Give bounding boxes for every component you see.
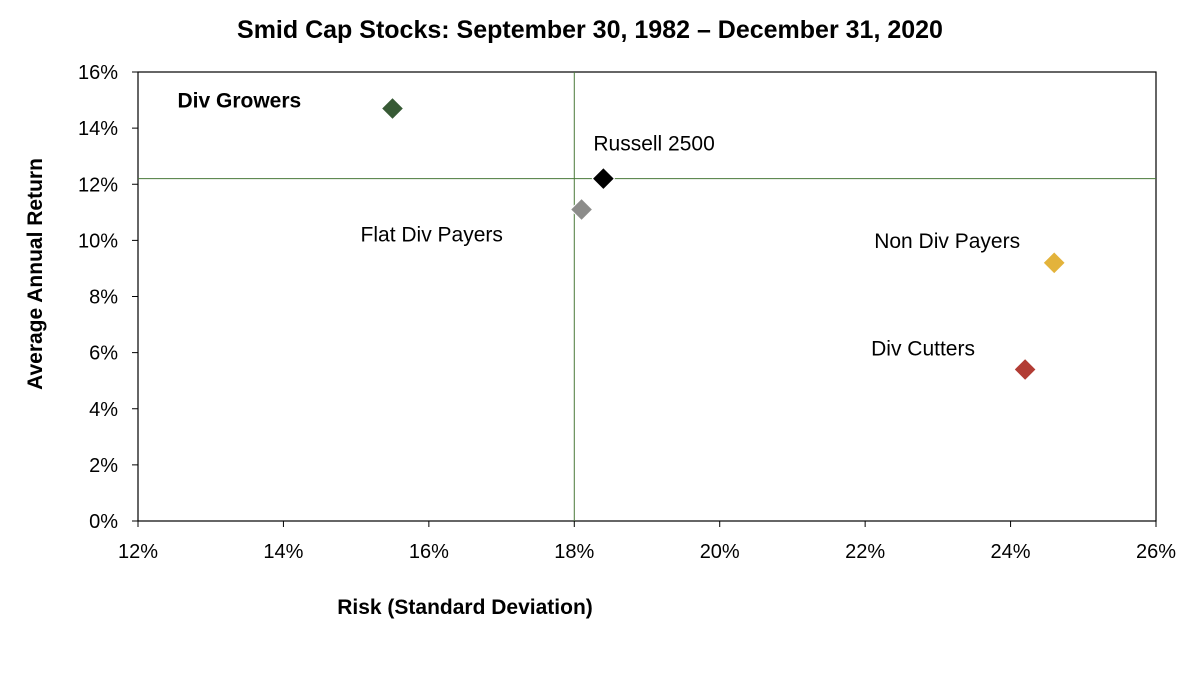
x-tick-label: 12% — [118, 541, 158, 563]
point-russell-2500 — [591, 166, 616, 191]
chart-title: Smid Cap Stocks: September 30, 1982 – De… — [237, 16, 943, 44]
x-tick-label: 14% — [263, 541, 303, 563]
y-tick-label: 8% — [89, 287, 118, 309]
point-label-div-growers: Div Growers — [178, 89, 302, 112]
point-label-russell-2500: Russell 2500 — [593, 133, 714, 156]
point-div-cutters — [1013, 357, 1037, 382]
x-tick-label: 24% — [991, 541, 1031, 563]
x-tick-label: 20% — [700, 541, 740, 563]
y-tick-label: 2% — [89, 455, 118, 477]
y-axis-label: Average Annual Return — [24, 158, 47, 390]
x-tick-label: 16% — [409, 541, 449, 563]
y-tick-label: 16% — [78, 62, 118, 84]
y-tick-label: 6% — [89, 343, 118, 365]
point-label-non-div-payers: Non Div Payers — [874, 230, 1020, 253]
x-tick-label: 26% — [1136, 541, 1176, 563]
y-tick-label: 0% — [89, 511, 118, 533]
point-div-growers — [380, 96, 405, 121]
y-tick-label: 12% — [78, 174, 118, 196]
x-tick-label: 18% — [554, 541, 594, 563]
point-non-div-payers — [1042, 251, 1066, 275]
x-axis-label: Risk (Standard Deviation) — [337, 596, 593, 619]
point-flat-div-payers — [569, 197, 594, 222]
point-label-div-cutters: Div Cutters — [871, 337, 975, 360]
y-tick-label: 4% — [89, 399, 118, 421]
point-label-flat-div-payers: Flat Div Payers — [361, 224, 503, 247]
y-tick-label: 10% — [78, 230, 118, 252]
y-tick-label: 14% — [78, 118, 118, 140]
x-tick-label: 22% — [845, 541, 885, 563]
